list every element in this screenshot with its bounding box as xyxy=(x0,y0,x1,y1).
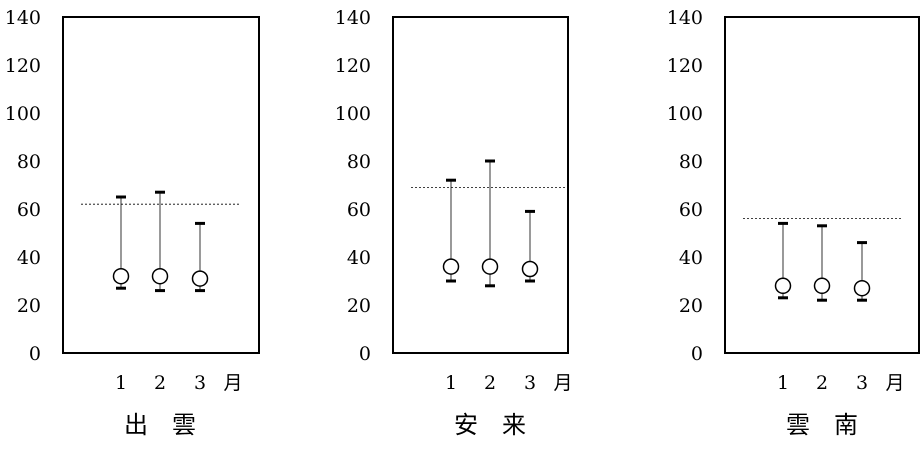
y-tick-label: 20 xyxy=(679,295,703,317)
x-tick-label: 2 xyxy=(154,372,166,394)
mean-marker xyxy=(481,258,499,275)
mean-marker xyxy=(521,260,539,278)
chart-panel-3: 0 20 40 60 80 100 120 140 1 2 3 月雲 南 xyxy=(667,7,920,439)
y-tick-label: 100 xyxy=(5,103,41,125)
y-tick-label: 40 xyxy=(679,247,703,269)
x-tick-label: 3 xyxy=(524,372,536,394)
y-tick-label: 0 xyxy=(691,343,703,365)
panel-title: 安 来 xyxy=(454,411,526,439)
x-tick-label: 2 xyxy=(816,372,828,394)
y-tick-label: 0 xyxy=(29,343,41,365)
plot-frame xyxy=(62,16,260,354)
mean-marker xyxy=(112,267,130,285)
mean-marker xyxy=(813,277,831,295)
x-unit-label: 月 xyxy=(553,372,572,394)
mean-marker xyxy=(191,270,209,287)
y-tick-label: 80 xyxy=(679,151,703,173)
y-tick-label: 60 xyxy=(347,199,371,221)
y-tick-label: 80 xyxy=(347,151,371,173)
mean-marker xyxy=(442,258,460,275)
chart-panel-2: 0 20 40 60 80 100 120 140 1 2 3 月安 来 xyxy=(335,7,573,439)
panel-title: 雲 南 xyxy=(786,411,858,439)
y-tick-label: 20 xyxy=(347,295,371,317)
plot-frame xyxy=(392,16,569,354)
x-unit-label: 月 xyxy=(223,372,242,394)
mean-marker xyxy=(853,279,871,297)
y-tick-label: 80 xyxy=(17,151,41,173)
x-tick-label: 1 xyxy=(777,372,789,394)
y-tick-label: 40 xyxy=(347,247,371,269)
mean-marker xyxy=(151,267,169,285)
y-tick-label: 140 xyxy=(667,7,703,29)
y-tick-label: 20 xyxy=(17,295,41,317)
mean-marker xyxy=(774,277,792,295)
y-tick-label: 0 xyxy=(359,343,371,365)
y-tick-label: 60 xyxy=(679,199,703,221)
x-tick-label: 1 xyxy=(445,372,457,394)
x-unit-label: 月 xyxy=(885,372,904,394)
x-tick-label: 3 xyxy=(856,372,868,394)
x-tick-label: 3 xyxy=(194,372,206,394)
panel-title: 出 雲 xyxy=(124,411,196,439)
y-tick-label: 100 xyxy=(335,103,371,125)
y-tick-label: 60 xyxy=(17,199,41,221)
y-tick-label: 120 xyxy=(667,55,703,77)
y-tick-label: 140 xyxy=(5,7,41,29)
y-tick-label: 120 xyxy=(5,55,41,77)
y-tick-label: 40 xyxy=(17,247,41,269)
y-tick-label: 140 xyxy=(335,7,371,29)
x-tick-label: 2 xyxy=(484,372,496,394)
chart-panel-1: 0 20 40 60 80 100 120 140 1 2 3 月出 雲 xyxy=(5,7,260,439)
y-tick-label: 100 xyxy=(667,103,703,125)
plot-frame xyxy=(724,16,920,354)
x-tick-label: 1 xyxy=(115,372,127,394)
y-tick-label: 120 xyxy=(335,55,371,77)
